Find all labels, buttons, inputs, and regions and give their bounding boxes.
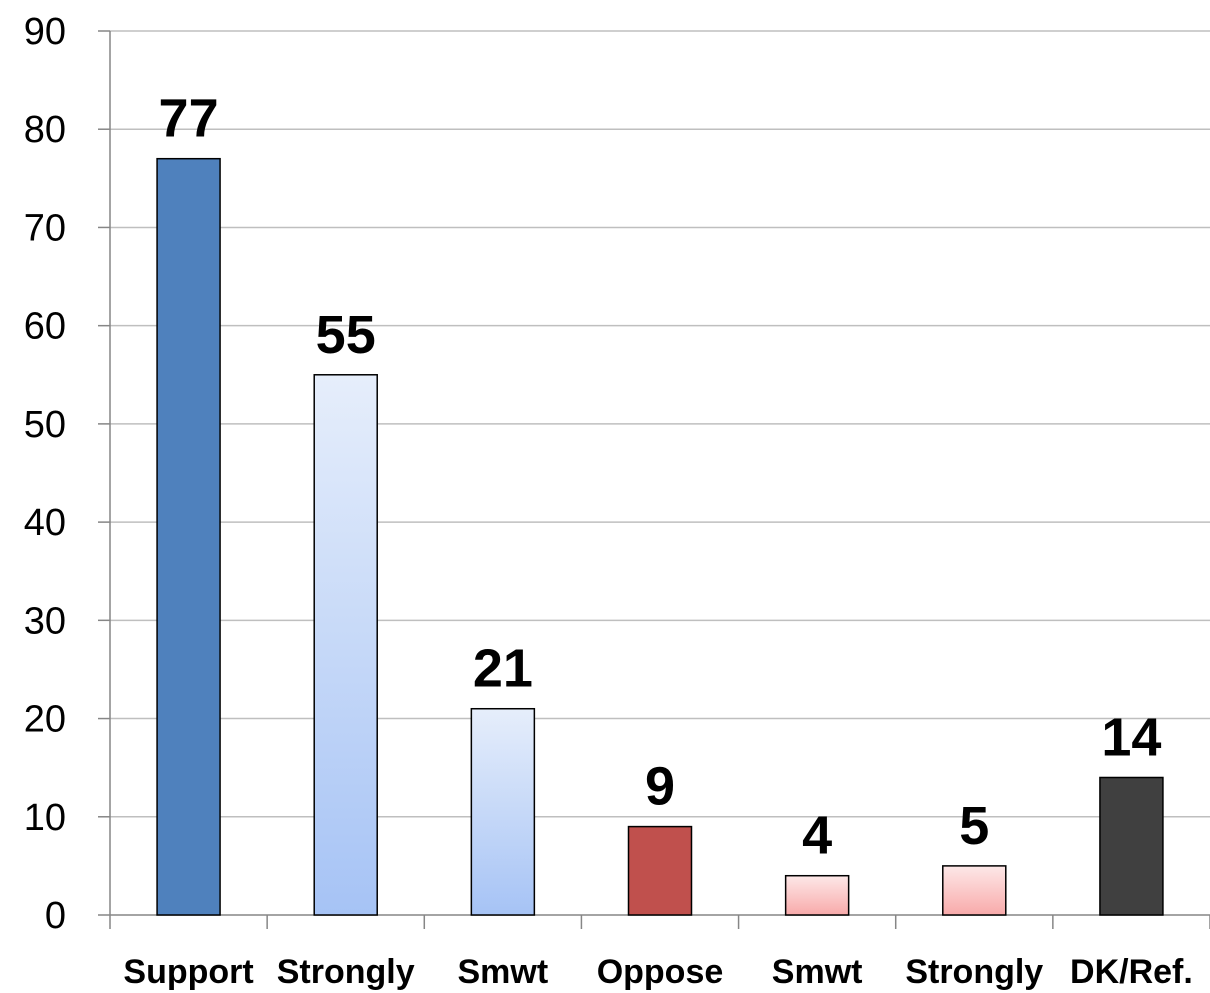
y-tick-label-30: 30 xyxy=(24,600,66,642)
y-tick-label-70: 70 xyxy=(24,207,66,249)
y-tick-label-80: 80 xyxy=(24,109,66,151)
bar-0 xyxy=(156,157,221,916)
y-tick-label-20: 20 xyxy=(24,699,66,741)
y-tick-label-90: 90 xyxy=(24,11,66,53)
category-label-2: Smwt xyxy=(458,953,549,991)
y-tick-label-40: 40 xyxy=(24,502,66,544)
data-label-3: 9 xyxy=(645,757,675,817)
y-tick-label-60: 60 xyxy=(24,306,66,348)
category-label-0: Support xyxy=(123,953,253,991)
category-label-5: Strongly xyxy=(905,953,1043,991)
category-label-1: Strongly xyxy=(277,953,415,991)
data-label-0: 77 xyxy=(159,89,219,149)
bar-2 xyxy=(470,707,536,916)
y-tick-label-0: 0 xyxy=(45,895,66,937)
labels: 0 10 20 30 40 50 60 70 80 90 77 Support 55 Strongly 21… xyxy=(24,11,1193,991)
data-label-5: 5 xyxy=(959,796,989,856)
category-label-3: Oppose xyxy=(597,953,724,991)
data-label-2: 21 xyxy=(473,639,533,699)
data-label-1: 55 xyxy=(316,305,376,365)
data-label-6: 14 xyxy=(1101,707,1161,767)
bar-3 xyxy=(627,825,693,916)
bar-5 xyxy=(942,865,1007,916)
data-label-4: 4 xyxy=(802,806,832,866)
y-tick-label-10: 10 xyxy=(24,797,66,839)
bar-6 xyxy=(1099,776,1164,916)
bar-4 xyxy=(784,874,850,916)
bar-1 xyxy=(313,374,378,916)
y-tick-label-50: 50 xyxy=(24,404,66,446)
bars xyxy=(156,157,1164,916)
category-label-6: DK/Ref. xyxy=(1070,953,1193,991)
gridlines xyxy=(110,30,1210,818)
category-label-4: Smwt xyxy=(772,953,863,991)
